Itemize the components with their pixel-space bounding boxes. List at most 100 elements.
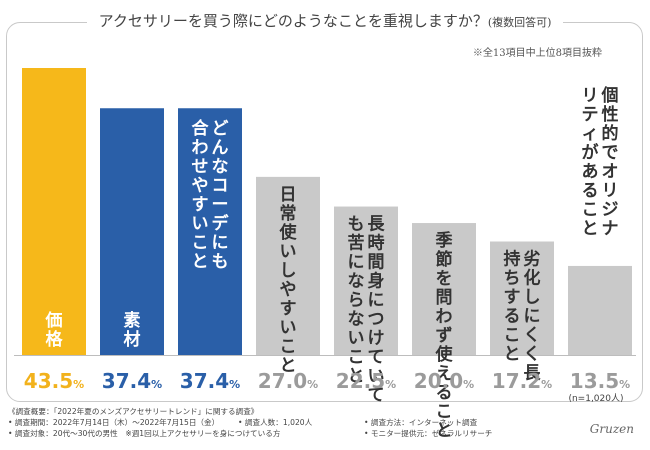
bar-3-label-char: コ xyxy=(212,176,229,196)
bar-8-label-char: ナ xyxy=(602,219,619,239)
bar-3-label-char: や xyxy=(192,176,209,196)
bar-7-label-char: 持 xyxy=(504,249,521,270)
bar-3-label-char: な xyxy=(212,157,229,177)
footer-period: • 調査期間：2022年7月14日（木）〜2022年7月15日（金） xyxy=(8,418,220,427)
bar-8-label-char: が xyxy=(582,142,599,163)
bar-5 xyxy=(334,206,398,355)
footer-people: • 調査人数：1,020人 xyxy=(238,418,313,427)
signature-logo: Gruzen xyxy=(589,422,634,436)
bar-4-label-char: い xyxy=(280,242,297,262)
bar-6-label-char: と xyxy=(436,421,453,441)
bar-8-label-char: 的 xyxy=(602,123,619,144)
bar-7-label-char: 化 xyxy=(524,268,541,289)
sample-size-note: (n=1,020人) xyxy=(568,393,623,404)
bar-3-label-char: も xyxy=(212,252,229,272)
bar-6-label-char: 問 xyxy=(436,288,453,308)
bar-3 xyxy=(178,108,242,356)
bar-5-label-char: い xyxy=(348,329,365,349)
bar-3-label-char: こ xyxy=(192,233,209,253)
bar-8 xyxy=(568,265,632,355)
chart-title: アクセサリーを買う際にどのようなことを重視しますか？(複数回答可) xyxy=(86,10,564,31)
bar-4 xyxy=(256,176,320,355)
bar-4-label-char: 常 xyxy=(280,203,297,224)
bar-8-label-char: こ xyxy=(582,200,599,220)
value-label-7: 17.2% xyxy=(492,369,552,393)
bar-6-label-char: を xyxy=(436,269,453,289)
bar-7-label-char: に xyxy=(524,307,541,327)
bar-5-label-char: 苦 xyxy=(348,233,365,254)
bar-3-label-char: わ xyxy=(192,138,209,158)
bar-5-label-char: て xyxy=(368,386,385,406)
bar-4-label-char: し xyxy=(280,261,297,281)
bar-8-label-char: リ xyxy=(582,86,599,106)
value-label-2: 37.4% xyxy=(102,369,162,393)
bar-7-label-char: く xyxy=(524,345,541,365)
bar-8-label-char: オ xyxy=(602,162,619,182)
bar-6 xyxy=(412,223,476,355)
bar-8-label-char: 性 xyxy=(602,104,619,125)
bar-4-label-char: や xyxy=(280,280,297,300)
value-label-1: 43.5% xyxy=(24,369,84,393)
bar-5-label-char: と xyxy=(348,367,365,387)
value-label-3: 37.4% xyxy=(180,369,240,393)
value-label-4: 27.0% xyxy=(258,369,318,393)
bar-8-label-char: と xyxy=(582,219,599,239)
bar-6-label-char: 季 xyxy=(436,230,453,251)
chart-title-wrap: アクセサリーを買う際にどのようなことを重視しますか？(複数回答可) xyxy=(0,10,650,31)
bar-2-label-char: 材 xyxy=(124,329,141,350)
bar-7-label-char: す xyxy=(504,288,521,308)
bar-5-label-char: い xyxy=(368,367,385,387)
bar-4-label-char: 使 xyxy=(279,222,298,243)
bar-7-label-char: こ xyxy=(504,326,521,346)
bar-3-label-char: す xyxy=(192,195,209,215)
bar-8-label-char: あ xyxy=(582,162,599,182)
bar-5-label-char: ら xyxy=(348,291,365,311)
bar-3-label-char: ど xyxy=(212,119,229,139)
bar-6-label-char: ず xyxy=(436,326,453,346)
bar-4-label-char: こ xyxy=(280,337,297,357)
chart-title-text: アクセサリーを買う際にどのようなことを重視しますか？ xyxy=(98,12,488,30)
chart-title-suffix: (複数回答可) xyxy=(487,16,552,29)
value-label-6: 20.0% xyxy=(414,369,474,393)
bar-7-label-char: く xyxy=(524,326,541,346)
footer-provider: • モニター提供元：ゼネラルリサーチ xyxy=(364,429,493,438)
bar-1-label-char: 価 xyxy=(45,310,63,331)
bar-3-label-char: せ xyxy=(192,157,209,177)
bar-6-label-char: 使 xyxy=(435,344,454,365)
bar-8-label-char: ィ xyxy=(582,124,599,144)
bar-4-label-char: い xyxy=(280,318,297,338)
bar-6-label-char: わ xyxy=(436,307,453,327)
footer-row-1: • 調査期間：2022年7月14日（木）〜2022年7月15日（金） • 調査人… xyxy=(8,417,644,428)
bar-3-label-char: ん xyxy=(212,138,229,158)
bar-7-label-char: と xyxy=(504,345,521,365)
bar-4-label-char: 日 xyxy=(280,185,297,205)
bar-8-label-char: テ xyxy=(582,105,599,125)
bar-5-label-char: け xyxy=(368,329,385,349)
bar-5-label-char: な xyxy=(348,272,365,292)
footer-row-heading: 《調査概要：「2022年夏のメンズアクセサリートレンド」に関する調査》 xyxy=(8,406,644,417)
bar-3-label-char: い xyxy=(192,214,209,234)
footer-heading: 《調査概要：「2022年夏のメンズアクセサリートレンド」に関する調査》 xyxy=(8,407,259,416)
bar-2-label-char: 素 xyxy=(124,311,141,331)
bar-5-label-char: 間 xyxy=(368,253,385,273)
footer-row-2: • 調査対象：20代〜30代の男性 ※週1回以上アクセサリーを身につけている方 … xyxy=(8,428,644,439)
value-label-5: 22.5% xyxy=(336,369,396,393)
value-label-8: 13.5% xyxy=(570,369,630,393)
bar-5-label-char: 身 xyxy=(368,271,385,292)
bar-2 xyxy=(100,108,164,356)
bar-7 xyxy=(490,241,554,355)
bar-5-label-char: て xyxy=(368,348,385,368)
bar-5-label-char: つ xyxy=(368,310,385,330)
bar-8-label-char: ジ xyxy=(602,200,619,220)
bar-7-label-char: 劣 xyxy=(524,249,541,270)
bar-3-label-char: と xyxy=(192,252,209,272)
bar-5-label-char: に xyxy=(348,253,365,273)
bar-7-label-char: る xyxy=(504,307,521,327)
bar-6-label-char: 節 xyxy=(435,249,453,270)
bar-4-label-char: と xyxy=(280,356,297,376)
bar-1-label-char: 格 xyxy=(46,329,64,350)
bar-7-label-char: し xyxy=(524,288,541,308)
chart-subtitle: ※全13項目中上位8項目抜粋 xyxy=(472,48,602,59)
bar-5-label-char: 時 xyxy=(368,233,385,254)
